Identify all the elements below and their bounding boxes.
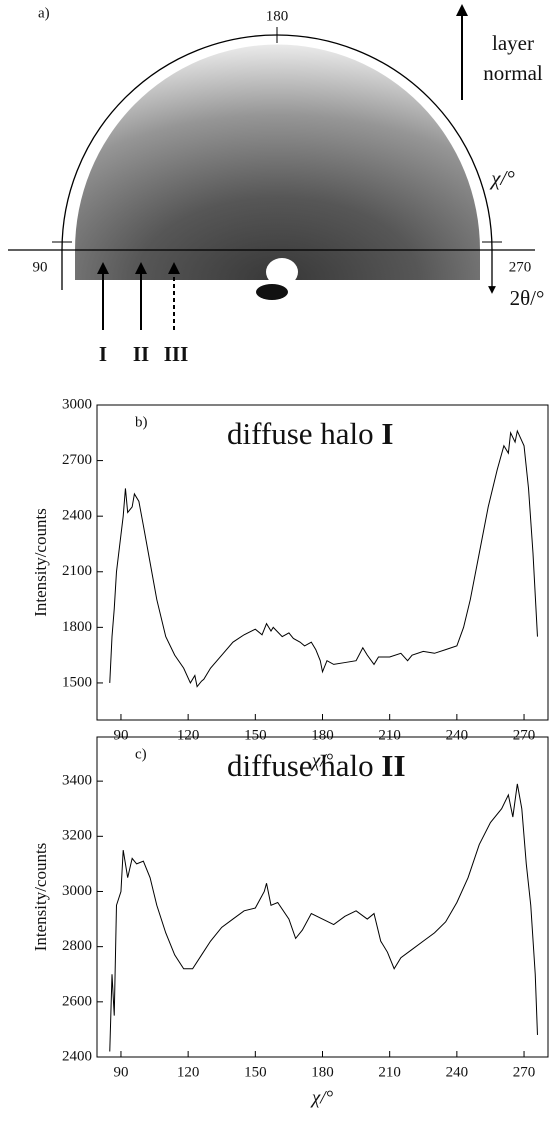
y-tick-label: 2400: [62, 1048, 92, 1064]
x-tick-label: 240: [446, 1064, 469, 1080]
chi-label: χ/°: [489, 166, 515, 190]
plot-frame: [96, 736, 549, 1058]
y-tick-label: 2400: [62, 508, 92, 524]
arrow-label: III: [164, 342, 189, 366]
x-tick-label: 90: [113, 727, 128, 743]
x-tick-label: 270: [513, 727, 536, 743]
panel-label: a): [38, 5, 50, 21]
x-tick-label: 90: [113, 1064, 128, 1080]
x-tick-label: 240: [446, 727, 469, 743]
arrow-label: II: [133, 342, 149, 366]
angle-label: 180: [266, 8, 289, 24]
two-theta-label: 2θ/°: [510, 286, 545, 310]
annotation-text: diffuse halo: [227, 416, 374, 451]
y-tick-label: 1500: [62, 674, 92, 690]
y-tick-label: 2800: [62, 938, 92, 954]
y-tick-label: 3400: [62, 773, 92, 789]
annotation: diffuse halo II: [227, 748, 406, 783]
x-axis-label: χ/°: [310, 750, 334, 771]
y-tick-label: 1800: [62, 619, 92, 635]
diffraction-image: [75, 44, 480, 280]
panel-label: b): [135, 414, 148, 430]
diffraction-panel: a) 180 90 270 χ/° 2θ/° layer normal I II…: [8, 4, 545, 366]
arrow-label: I: [99, 342, 107, 366]
x-tick-label: 150: [244, 727, 267, 743]
annotation-numeral: I: [381, 416, 393, 451]
y-tick-label: 3000: [62, 883, 92, 899]
y-axis-label: Intensity/counts: [31, 508, 50, 617]
y-tick-label: 2700: [62, 452, 92, 468]
annotation-numeral: II: [381, 748, 405, 783]
panel-label: c): [135, 746, 147, 762]
x-tick-label: 270: [513, 1064, 536, 1080]
y-axis-label: Intensity/counts: [31, 843, 50, 952]
annotation-text: diffuse halo: [227, 748, 374, 783]
x-tick-label: 150: [244, 1064, 267, 1080]
data-line: [109, 429, 538, 688]
angle-label: 270: [509, 259, 532, 275]
x-tick-label: 180: [311, 727, 334, 743]
y-tick-label: 2600: [62, 993, 92, 1009]
y-tick-label: 3200: [62, 828, 92, 844]
normal-label: normal: [483, 61, 543, 85]
x-tick-label: 210: [378, 727, 401, 743]
x-axis-label: χ/°: [310, 1087, 334, 1108]
y-tick-label: 3000: [62, 396, 92, 412]
data-line: [109, 783, 538, 1052]
y-tick-label: 2100: [62, 563, 92, 579]
beam-shadow: [256, 284, 288, 300]
x-tick-label: 120: [177, 1064, 200, 1080]
x-tick-label: 120: [177, 727, 200, 743]
annotation: diffuse halo I: [227, 416, 393, 451]
x-tick-label: 180: [311, 1064, 334, 1080]
x-tick-label: 210: [378, 1064, 401, 1080]
angle-label: 90: [33, 259, 48, 275]
normal-label: layer: [492, 31, 534, 55]
beam-stop: [266, 258, 298, 286]
